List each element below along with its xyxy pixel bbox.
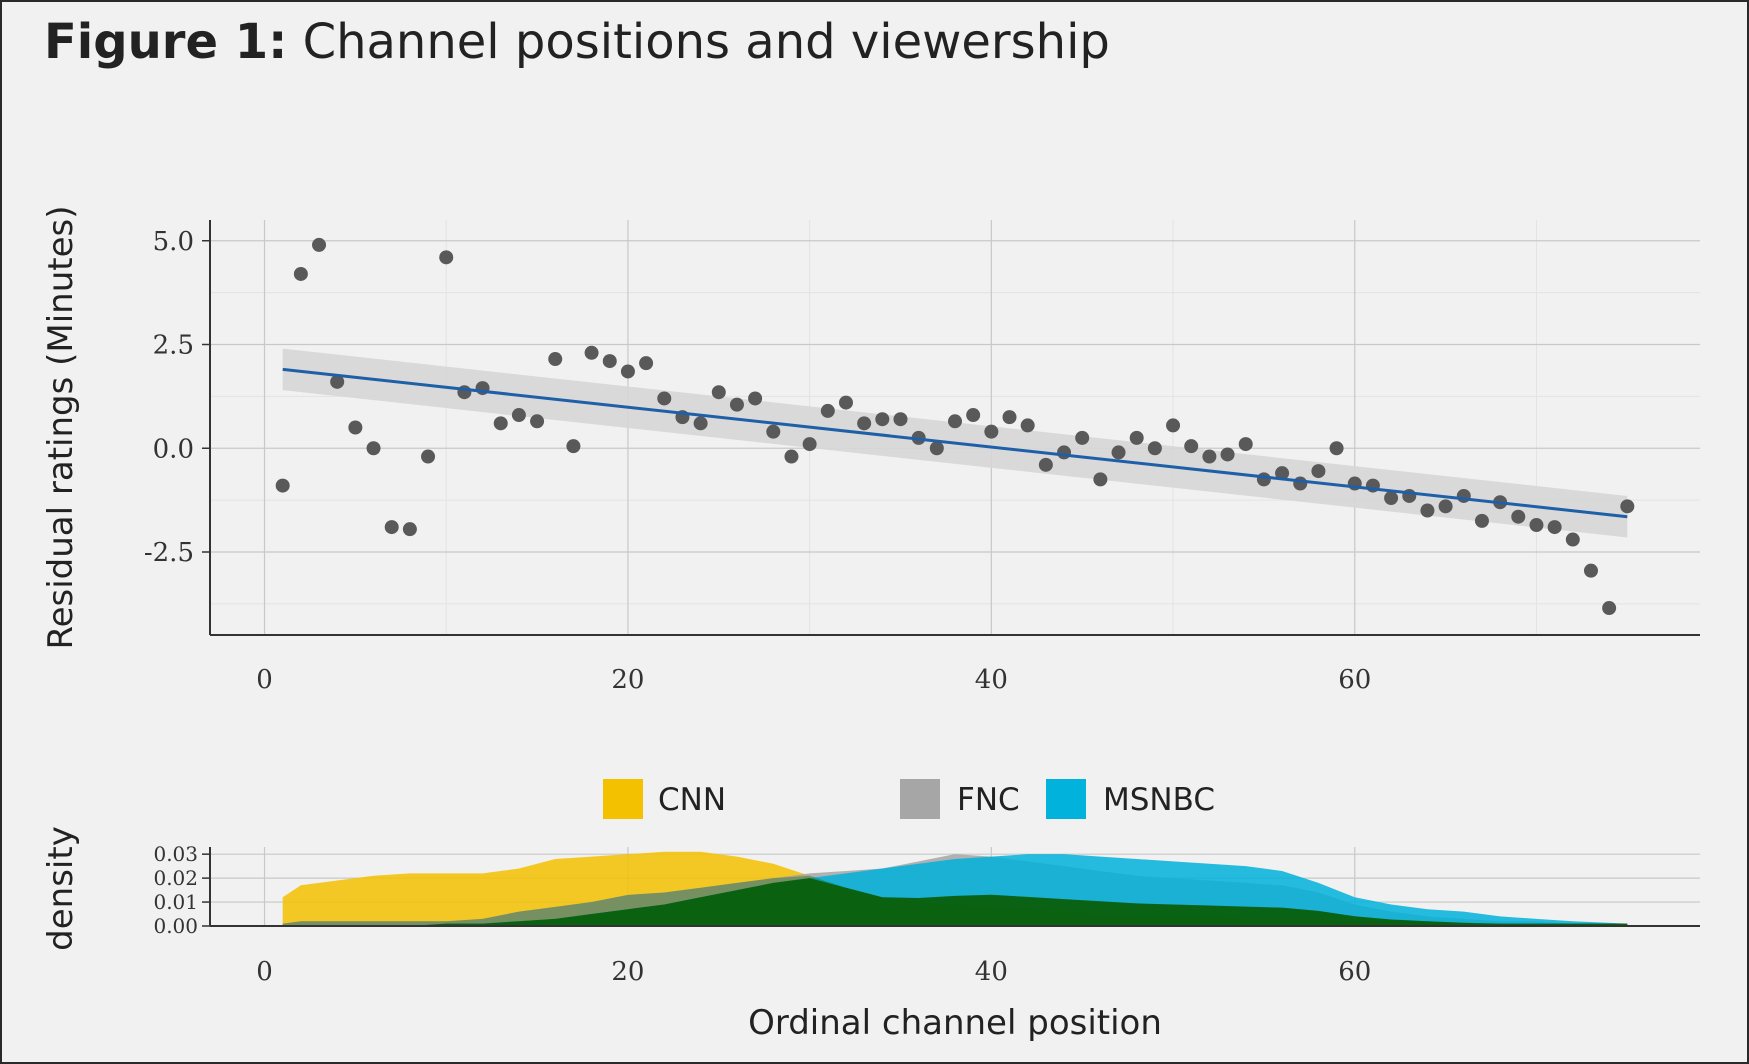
y-tick-label: 0.0 bbox=[153, 434, 194, 464]
legend-label: CNN bbox=[658, 782, 726, 818]
data-point bbox=[784, 449, 799, 464]
data-point bbox=[1438, 499, 1453, 514]
legend-label: MSNBC bbox=[1103, 782, 1215, 818]
regression-line bbox=[282, 367, 1628, 519]
data-point bbox=[421, 449, 436, 464]
data-point bbox=[1329, 441, 1344, 456]
data-point bbox=[820, 403, 835, 418]
data-point bbox=[838, 395, 853, 410]
data-point bbox=[493, 416, 508, 431]
data-point bbox=[348, 420, 363, 435]
y-tick-label: 0.03 bbox=[153, 842, 198, 866]
data-point bbox=[1038, 457, 1053, 472]
data-point bbox=[893, 412, 908, 427]
data-point bbox=[1620, 499, 1635, 514]
data-point bbox=[566, 439, 581, 454]
density-area bbox=[282, 854, 1628, 926]
data-point bbox=[1075, 430, 1090, 445]
figure-label: Figure 1: bbox=[44, 14, 288, 70]
x-tick-label: 20 bbox=[611, 957, 644, 987]
data-point bbox=[1565, 532, 1580, 547]
data-point bbox=[1511, 509, 1526, 524]
data-point bbox=[729, 397, 744, 412]
y-tick-label: 0.00 bbox=[153, 914, 198, 938]
y-tick-label: -2.5 bbox=[144, 538, 194, 568]
data-point bbox=[1275, 466, 1290, 481]
data-point bbox=[384, 520, 399, 535]
data-point bbox=[1384, 491, 1399, 506]
data-point bbox=[948, 414, 962, 429]
data-point bbox=[1166, 418, 1181, 433]
legend-swatch bbox=[900, 779, 940, 819]
data-point bbox=[1583, 563, 1598, 578]
data-point bbox=[1002, 410, 1017, 425]
data-point bbox=[657, 391, 672, 406]
data-point bbox=[402, 522, 417, 537]
x-tick-label: 0 bbox=[256, 957, 273, 987]
data-point bbox=[1420, 503, 1435, 518]
y-tick-label: 0.02 bbox=[153, 866, 198, 890]
x-tick-label: 60 bbox=[1338, 665, 1371, 695]
x-axis-label: Ordinal channel position bbox=[748, 1003, 1162, 1043]
data-point bbox=[1474, 513, 1489, 528]
data-point bbox=[1456, 488, 1471, 503]
x-tick-label: 60 bbox=[1338, 957, 1371, 987]
figure-title: Figure 1: Channel positions and viewersh… bbox=[44, 14, 1110, 70]
data-point bbox=[1111, 445, 1126, 460]
data-point bbox=[966, 408, 981, 423]
data-point bbox=[1093, 472, 1108, 487]
data-point bbox=[584, 345, 599, 360]
data-point bbox=[1602, 601, 1617, 616]
data-point bbox=[330, 374, 345, 389]
legend-swatch bbox=[1046, 779, 1086, 819]
data-point bbox=[748, 391, 763, 406]
data-point bbox=[530, 414, 545, 429]
data-point bbox=[1311, 464, 1326, 479]
legend-label: FNC bbox=[957, 782, 1020, 818]
data-point bbox=[1238, 437, 1253, 452]
data-point bbox=[766, 424, 781, 439]
y-tick-label: 0.01 bbox=[153, 890, 198, 914]
y-tick-label: 5.0 bbox=[153, 227, 194, 257]
data-point bbox=[1256, 472, 1271, 487]
x-tick-label: 0 bbox=[256, 665, 273, 695]
data-point bbox=[802, 437, 817, 452]
y-axis-label: density bbox=[41, 826, 81, 951]
y-tick-label: 2.5 bbox=[153, 331, 194, 361]
data-point bbox=[1529, 518, 1544, 533]
y-axis-label: Residual ratings (Minutes) bbox=[41, 205, 81, 649]
data-point bbox=[857, 416, 872, 431]
legend-swatch bbox=[603, 779, 643, 819]
data-point bbox=[312, 237, 327, 252]
x-tick-label: 20 bbox=[611, 665, 644, 695]
data-point bbox=[1220, 447, 1235, 462]
data-point bbox=[1057, 445, 1072, 460]
data-point bbox=[984, 424, 999, 439]
x-tick-label: 40 bbox=[975, 665, 1008, 695]
data-point bbox=[929, 441, 944, 456]
data-point bbox=[693, 416, 708, 431]
data-point bbox=[602, 354, 617, 369]
x-tick-label: 40 bbox=[975, 957, 1008, 987]
data-point bbox=[1547, 520, 1562, 535]
density-overlap-area bbox=[282, 878, 1628, 926]
data-point bbox=[275, 478, 290, 493]
data-point bbox=[711, 385, 726, 400]
data-point bbox=[1184, 439, 1199, 454]
data-point bbox=[548, 352, 563, 367]
data-point bbox=[1020, 418, 1035, 433]
data-point bbox=[620, 364, 635, 379]
data-point bbox=[439, 250, 454, 265]
data-point bbox=[1129, 430, 1144, 445]
data-point bbox=[293, 266, 308, 281]
data-point bbox=[639, 356, 654, 371]
data-point bbox=[366, 441, 381, 456]
data-point bbox=[511, 408, 526, 423]
data-point bbox=[1202, 449, 1217, 464]
figure-title-text: Channel positions and viewership bbox=[302, 14, 1110, 70]
data-point bbox=[875, 412, 890, 427]
data-point bbox=[1293, 476, 1308, 491]
data-point bbox=[1147, 441, 1162, 456]
